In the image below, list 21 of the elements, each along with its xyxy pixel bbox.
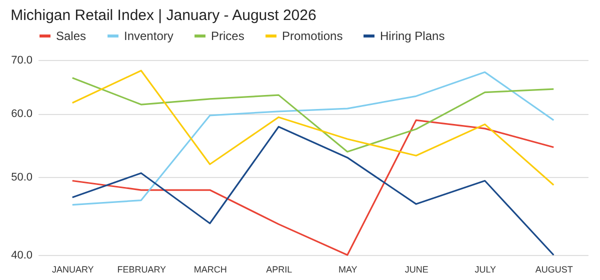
legend-label: Hiring Plans: [380, 29, 445, 43]
y-tick-label: 60.0: [11, 108, 32, 120]
x-tick-label: MARCH: [194, 264, 227, 274]
chart-title: Michigan Retail Index | January - August 2026: [10, 7, 316, 24]
x-tick-label: JUNE: [404, 264, 428, 274]
line-series: [72, 77, 554, 153]
y-tick-label: 70.0: [11, 54, 32, 66]
line-series: [72, 71, 554, 206]
y-tick-label: 40.0: [11, 250, 32, 262]
x-tick-label: APRIL: [266, 264, 292, 274]
line-series: [72, 70, 554, 186]
x-tick-label: JANUARY: [52, 264, 94, 274]
x-tick-label: MAY: [338, 264, 358, 274]
legend-label: Promotions: [282, 29, 343, 43]
x-tick-label: JULY: [474, 264, 496, 274]
legend-label: Inventory: [124, 29, 174, 43]
legend-label: Sales: [56, 29, 86, 43]
legend-label: Prices: [211, 29, 244, 43]
y-tick-label: 50.0: [11, 172, 32, 184]
x-tick-label: AUGUST: [535, 264, 574, 274]
x-tick-label: FEBRUARY: [117, 264, 166, 274]
